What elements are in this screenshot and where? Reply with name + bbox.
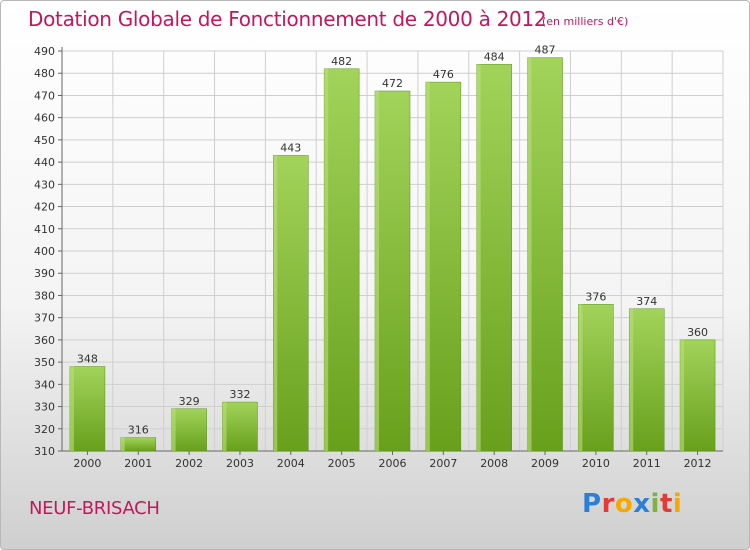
bar-highlight xyxy=(680,339,685,451)
x-tick-label: 2007 xyxy=(429,457,457,470)
bar-highlight xyxy=(425,82,430,451)
bar-2005 xyxy=(323,68,360,452)
bar-2004 xyxy=(273,155,309,452)
data-label: 329 xyxy=(179,395,200,408)
x-tick-label: 2002 xyxy=(175,457,203,470)
y-tick-label: 370 xyxy=(34,312,55,325)
axes: 310 320 330 340 350 360 370 380 390 400 410 420 430 4… xyxy=(34,45,723,470)
data-label: 360 xyxy=(687,326,708,339)
bar-highlight xyxy=(375,91,379,451)
bar-highlight xyxy=(120,437,125,451)
x-tick-label: 2003 xyxy=(226,457,254,470)
proxiti-logo: Proxiti xyxy=(582,489,683,519)
x-tick-label: 2001 xyxy=(124,457,152,470)
bar-2007 xyxy=(425,81,462,452)
bar-2008 xyxy=(476,64,512,452)
y-tick-label: 440 xyxy=(34,156,55,169)
y-tick-label: 380 xyxy=(34,289,55,302)
data-label: 484 xyxy=(484,50,505,63)
y-tick-label: 390 xyxy=(34,267,55,280)
x-tick-label: 2005 xyxy=(328,457,356,470)
bar-2001 xyxy=(120,437,157,452)
y-tick-label: 460 xyxy=(34,112,55,125)
bar-2003 xyxy=(222,401,258,452)
bar-highlight xyxy=(222,402,227,451)
x-tick-label: 2008 xyxy=(480,457,508,470)
data-labels: 348 316 329 332 443 482 472 476 484 487 376 374 360 xyxy=(77,44,708,437)
x-tick-label: 2004 xyxy=(277,457,305,470)
x-tick-label: 2009 xyxy=(531,457,559,470)
y-tick-label: 350 xyxy=(34,356,55,369)
y-tick-label: 320 xyxy=(34,423,55,436)
bar-highlight xyxy=(69,366,74,451)
data-label: 374 xyxy=(636,295,657,308)
x-tick-label: 2000 xyxy=(73,457,101,470)
bar-highlight xyxy=(324,68,329,452)
data-label: 482 xyxy=(331,55,352,68)
y-tick-label: 340 xyxy=(34,378,55,391)
chart-title: Dotation Globale de Fonctionnement de 20… xyxy=(28,7,547,31)
x-tick-label: 2012 xyxy=(684,457,712,470)
y-tick-label: 330 xyxy=(34,401,55,414)
bar-2009 xyxy=(527,57,563,452)
y-tick-label: 430 xyxy=(34,178,55,191)
y-tick-label: 420 xyxy=(34,201,55,214)
bar-2011 xyxy=(628,308,665,452)
bar-highlight xyxy=(527,57,532,452)
x-tick-label: 2006 xyxy=(379,457,407,470)
y-tick-label: 360 xyxy=(34,334,55,347)
commune-name: NEUF-BRISACH xyxy=(29,498,160,519)
bar-highlight xyxy=(578,304,583,451)
bar-highlight xyxy=(629,308,634,451)
data-label: 348 xyxy=(77,353,98,366)
bar-2006 xyxy=(374,90,411,452)
data-label: 476 xyxy=(433,68,454,81)
bar-highlight xyxy=(171,408,176,451)
y-tick-label: 410 xyxy=(34,223,55,236)
y-tick-label: 480 xyxy=(34,67,55,80)
data-label: 487 xyxy=(535,44,556,57)
data-label: 443 xyxy=(280,141,301,154)
bar-highlight xyxy=(476,64,481,452)
data-label: 472 xyxy=(382,77,403,90)
y-tick-label: 400 xyxy=(34,245,55,258)
y-tick-label: 470 xyxy=(34,89,55,102)
bar-2002 xyxy=(171,408,207,452)
data-label: 376 xyxy=(585,290,606,303)
y-tick-label: 490 xyxy=(34,45,55,58)
bar-2010 xyxy=(578,304,614,452)
chart-unit-note: (en milliers d'€) xyxy=(542,15,629,28)
y-tick-label: 450 xyxy=(34,134,55,147)
bar-highlight xyxy=(273,155,278,451)
x-tick-label: 2011 xyxy=(633,457,661,470)
bars xyxy=(69,57,716,452)
bar-2012 xyxy=(679,339,716,452)
y-tick-label: 310 xyxy=(34,445,55,458)
data-label: 332 xyxy=(229,388,250,401)
x-tick-label: 2010 xyxy=(582,457,610,470)
bar-2000 xyxy=(69,366,106,452)
data-label: 316 xyxy=(128,424,149,437)
